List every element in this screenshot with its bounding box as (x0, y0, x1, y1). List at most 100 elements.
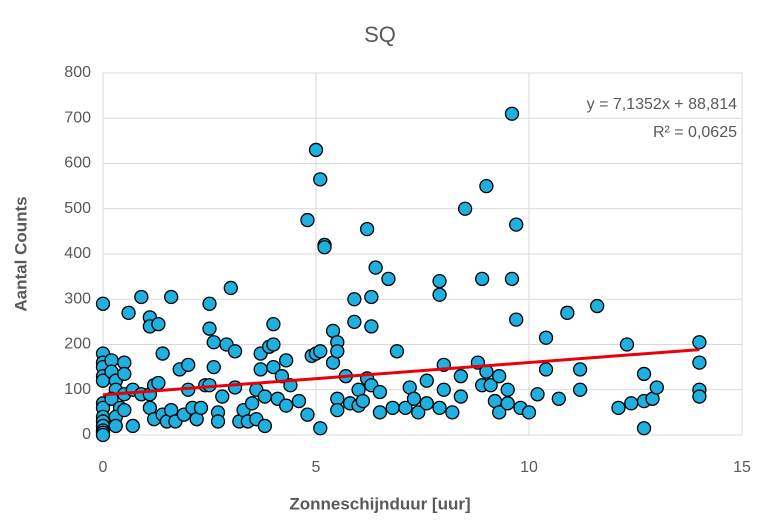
point (257, 418, 273, 434)
point (492, 369, 507, 384)
point (279, 353, 294, 368)
point (624, 396, 639, 411)
point (419, 373, 434, 388)
point (202, 296, 217, 311)
point (206, 335, 221, 350)
point (313, 421, 328, 436)
x-axis-title: Zonneschijnduur [uur] (289, 494, 470, 513)
point (504, 271, 520, 287)
point (389, 344, 405, 359)
trendline-label: y = 7,1352x + 88,814 (587, 96, 737, 113)
point (436, 382, 451, 397)
point (266, 337, 281, 352)
chart-title: SQ (364, 22, 396, 47)
point (108, 418, 123, 434)
y-tick-label: 100 (64, 381, 91, 398)
point (372, 405, 388, 420)
y-tick-label: 400 (64, 245, 91, 262)
point (95, 427, 111, 443)
point (453, 369, 468, 384)
point (364, 319, 379, 334)
point (432, 400, 447, 416)
point (364, 289, 379, 305)
y-tick-label: 300 (64, 290, 91, 307)
point (457, 201, 473, 216)
point (300, 407, 315, 422)
point (385, 400, 400, 416)
point (181, 357, 196, 373)
point (151, 316, 166, 332)
point (313, 344, 328, 359)
point (347, 314, 362, 330)
point (381, 271, 396, 287)
point (95, 296, 111, 311)
point (538, 362, 554, 377)
point (692, 355, 707, 370)
point (692, 335, 707, 350)
point (347, 292, 362, 307)
point (530, 387, 545, 402)
point (509, 312, 524, 327)
point (521, 405, 537, 420)
point (330, 402, 345, 418)
point (117, 402, 132, 418)
y-tick-label: 600 (64, 155, 91, 172)
x-tick-label: 5 (312, 459, 321, 476)
point (266, 359, 281, 375)
point (504, 106, 520, 121)
trendline-label: R² = 0,0625 (653, 124, 737, 141)
point (453, 389, 468, 404)
point (291, 393, 307, 409)
point (308, 142, 324, 158)
point (649, 380, 664, 395)
y-axis-title: Aantal Counts (11, 196, 30, 311)
trendline (102, 348, 700, 397)
point (368, 260, 383, 275)
point (500, 396, 515, 411)
point (193, 400, 209, 416)
point (611, 400, 626, 416)
point (134, 289, 149, 305)
y-tick-label: 700 (64, 109, 91, 126)
point (223, 280, 238, 296)
point (117, 366, 132, 382)
point (560, 305, 575, 320)
point (619, 337, 635, 352)
point (202, 321, 217, 336)
x-tick-label: 15 (733, 459, 751, 476)
point (279, 398, 294, 413)
point (125, 418, 140, 434)
x-tick-label: 0 (99, 459, 108, 476)
point (432, 273, 447, 289)
point (590, 298, 605, 314)
point (227, 380, 243, 395)
point (210, 414, 226, 429)
point (266, 316, 281, 332)
point (206, 359, 221, 375)
point (432, 287, 447, 302)
point (253, 362, 268, 377)
point (500, 382, 515, 397)
point (227, 344, 243, 359)
point (151, 375, 166, 391)
point (692, 389, 707, 404)
point (359, 221, 375, 237)
point (492, 405, 507, 420)
point (257, 389, 273, 404)
point (398, 400, 413, 416)
point (411, 405, 426, 420)
point (474, 271, 490, 287)
x-tick-label: 10 (520, 459, 538, 476)
y-tick-label: 500 (64, 200, 91, 217)
point (538, 330, 554, 345)
point (155, 346, 170, 361)
point (483, 378, 498, 393)
point (244, 396, 260, 411)
point (572, 362, 588, 377)
point (164, 289, 179, 305)
point (355, 393, 371, 409)
point (445, 405, 460, 420)
point (300, 212, 315, 228)
point (509, 217, 524, 232)
